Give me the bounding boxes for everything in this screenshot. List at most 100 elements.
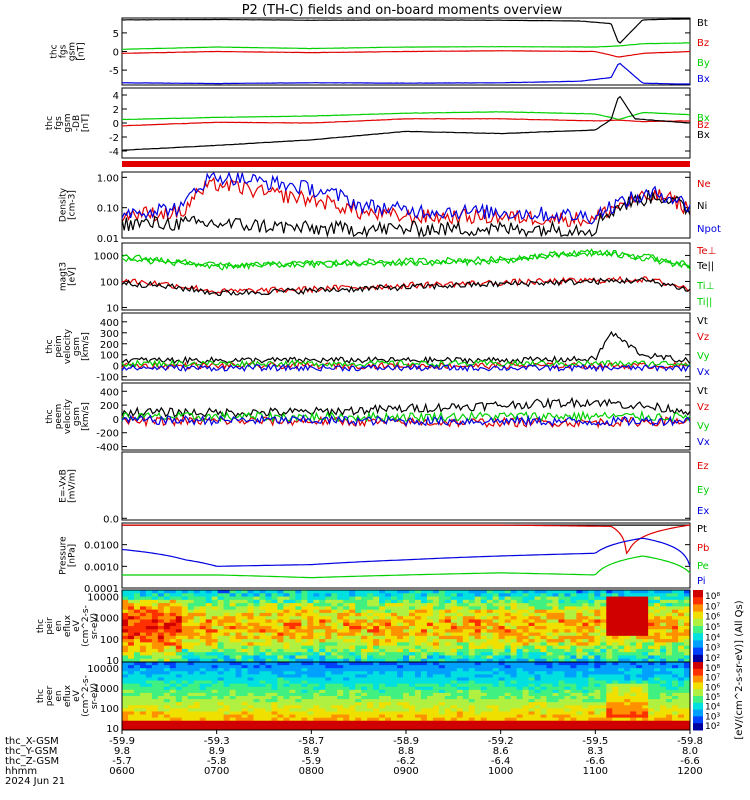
legend-ve: Vt [697,386,708,397]
x-tick-label: -6.6 [680,756,700,767]
legend-vi: Vz [697,332,709,343]
legend-ve: Vz [697,402,709,413]
x-tick-label: -59.9 [109,736,135,747]
legend-fgs: Bt [697,18,708,29]
x-tick-label: 0900 [393,766,418,777]
x-tick-label: -59.2 [488,736,514,747]
x-row-label: thc_X-GSM [5,736,59,747]
x-tick-label: -59.5 [582,736,608,747]
legend-pressure: Pb [697,543,709,554]
ylabel-efield: [mV/m] [68,469,78,503]
legend-fgs_dsl: Bx [697,130,710,141]
y-tick-label: 10000 [87,664,119,675]
colorbar-tick: 10⁴ [705,633,720,643]
y-tick-label: -5 [109,66,119,77]
series-line-pressure-Pb [122,524,691,555]
series-line-vi-Vt [121,330,691,365]
quality-flag-bar [122,161,690,167]
ylabel-ve: gsm [72,407,82,426]
colorbar-tick: 10⁶ [705,613,720,623]
series-group-fgs [121,18,691,85]
series-line-temp-Ti⊥ [121,250,691,271]
ylabel-vi: velocity [63,328,73,364]
legend-fgs_dsl: Bx [697,113,710,124]
x-tick-label: 0700 [204,766,229,777]
panel-frame [121,171,691,239]
ylabel-ion_spec: peir [45,617,55,635]
ylabel-ion_spec: (cm^2-s- [81,605,91,647]
colorbar-tick: 10⁷ [705,602,720,612]
x-tick-label: 8.0 [682,746,698,757]
ylabel-el_spec: peer [45,685,55,706]
ylabel-fgs_dsl: -DB [72,115,82,131]
y-tick-label: 0.01 [97,234,119,245]
ylabel-fgs_dsl: fgs [54,116,64,130]
panel-temp: magt3 [eV] 1000 100 10 Te⊥ Te|| Ti⊥ Ti|| [59,242,716,314]
legend-efield: Ey [697,485,709,496]
y-tick-label: 200 [100,340,119,351]
ylabel-pressure: [nPa] [68,544,78,567]
series-line-fgs-Bt [121,18,690,44]
panel-pressure: Pressure [nPa] 0.0100 0.0010 0.0001 Pt Pb Pe Pi [59,522,709,595]
x-tick-label: -58.9 [393,736,419,747]
x-tick-label: -6.6 [586,756,606,767]
series-line-fgs_dsl-Bx [121,111,691,121]
ylabel-fgs: thc [50,44,60,58]
x-tick-label: 1100 [583,766,608,777]
series-group-vi [121,330,691,373]
y-tick-label: 100 [100,277,119,288]
y-tick-label: 10000 [87,592,119,603]
x-tick-label: 8.9 [303,746,319,757]
panel-frame [121,312,691,381]
panel-ion_spec: thc peir en eflux eV (cm^2-s-sr-eV) 10000 1000 1… [36,589,720,667]
series-group-density [121,171,691,239]
ylabel-efield: E=-VxB [59,469,69,503]
ylabel-ion_spec: thc [36,619,46,633]
series-group-temp [121,248,691,296]
y-tick-label: 0.0100 [84,541,119,552]
y-tick-label: 0 [113,415,119,426]
ylabel-el_spec: sr-eV) [90,683,100,709]
series-line-fgs-By [122,42,691,50]
legend-pressure: Pi [697,576,706,587]
y-tick-label: -2 [109,133,119,144]
x-tick-label: 0600 [109,766,134,777]
series-line-pressure-Pi [121,537,691,567]
y-tick-label: -4 [109,147,119,158]
y-tick-label: 300 [100,329,119,340]
x-tick-label: 1000 [488,766,513,777]
y-tick-label: 0 [113,119,119,130]
legend-temp: Ti⊥ [696,281,714,292]
y-tick-label: 0.0 [103,514,119,525]
colorbar-tick: 10⁵ [705,693,720,703]
colorbar-tick: 10⁶ [705,683,720,693]
ylabel-el_spec: (cm^2-s- [81,675,91,717]
x-row-label: thc_Z-GSM [5,756,59,767]
legend-vi: Vt [697,316,708,327]
x-tick-label: 9.8 [114,746,130,757]
x-row-label: hhmm [5,766,37,777]
y-tick-label: 10 [106,303,119,314]
legend-density: Ne [697,179,711,190]
x-tick-label: -58.7 [298,736,324,747]
legend-ve: Vx [697,437,710,448]
series-line-temp-Te|| [121,277,691,296]
series-line-ve-Vx [121,414,691,427]
colorbar-tick: 10⁸ [705,664,720,674]
x-row-label: 2024 Jun 21 [5,776,65,787]
ylabel-el_spec: thc [36,689,46,703]
series-line-fgs_dsl-Bz [121,117,691,127]
legend-efield: Ex [697,506,709,517]
x-tick-label: 8.8 [398,746,414,757]
ylabel-density: [cm-3] [68,190,78,220]
x-tick-label: 8.6 [493,746,509,757]
y-tick-label: 0.10 [97,204,119,215]
y-tick-label: 10 [106,724,119,735]
ylabel-vi: gsm [72,337,82,356]
x-tick-label: -5.9 [302,756,322,767]
ylabel-fgs_dsl: thc [45,116,55,130]
y-tick-label: 100 [100,351,119,362]
x-tick-label: -6.2 [396,756,416,767]
y-tick-label: 0.0001 [84,584,119,595]
